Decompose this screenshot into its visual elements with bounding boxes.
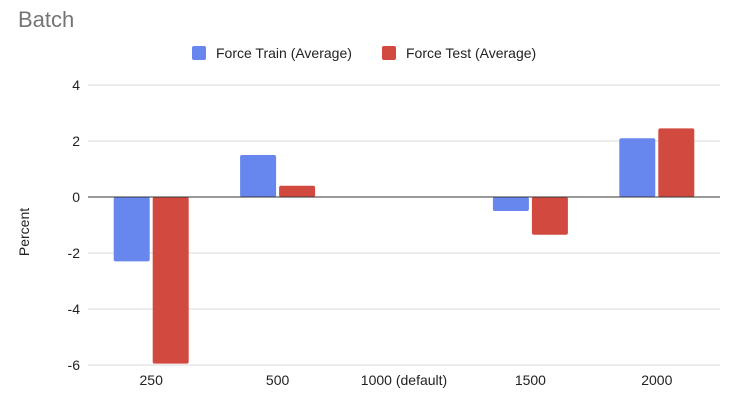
x-tick-label: 1500 [515, 372, 546, 388]
legend: Force Train (Average) Force Test (Averag… [192, 45, 536, 61]
x-tick-labels: 250 500 1000 (default) 1500 2000 [140, 372, 673, 388]
bars [113, 128, 695, 364]
bar-force-test-1 [279, 185, 316, 197]
legend-label-force-test: Force Test (Average) [406, 45, 536, 61]
y-tick-label: -4 [68, 301, 81, 317]
y-axis-label: Percent [16, 208, 32, 256]
y-tick-label: 4 [72, 77, 80, 93]
chart-title: Batch [18, 7, 74, 32]
y-tick-label: -2 [68, 245, 81, 261]
x-tick-label: 1000 (default) [361, 372, 447, 388]
bar-force-train-1 [240, 155, 277, 197]
bar-force-test-0 [152, 197, 189, 364]
legend-swatch-force-test [382, 46, 396, 60]
bar-force-train-3 [492, 197, 529, 211]
x-tick-label: 2000 [641, 372, 672, 388]
bar-force-train-4 [619, 138, 656, 197]
y-tick-label: 0 [72, 189, 80, 205]
y-tick-label: 2 [72, 133, 80, 149]
bar-force-test-4 [658, 128, 695, 197]
y-tick-label: -6 [68, 357, 81, 373]
bar-force-test-3 [531, 197, 568, 235]
gridlines [88, 84, 720, 366]
y-tick-labels: 4 2 0 -2 -4 -6 [68, 77, 81, 373]
x-tick-label: 250 [140, 372, 164, 388]
legend-swatch-force-train [192, 46, 206, 60]
bar-force-train-0 [113, 197, 150, 262]
x-tick-label: 500 [266, 372, 290, 388]
legend-label-force-train: Force Train (Average) [216, 45, 352, 61]
